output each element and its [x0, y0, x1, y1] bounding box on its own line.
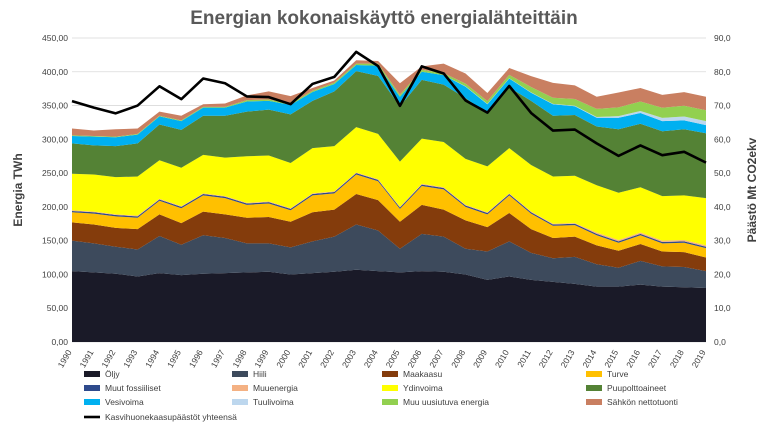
- x-tick-label: 1997: [209, 348, 227, 370]
- legend-label: Muuenergia: [253, 383, 298, 393]
- y2-tick-label: 50,0: [714, 168, 731, 178]
- legend-swatch: [382, 385, 398, 391]
- legend-label: Turve: [607, 369, 629, 379]
- emissions-line: [71, 50, 707, 164]
- legend-swatch: [382, 399, 398, 405]
- left-axis-ticks: 0,00 50,00 100,00 150,00 200,00 250,00 300,00 3…: [42, 33, 68, 347]
- x-tick-label: 2012: [537, 348, 555, 370]
- legend-swatch: [232, 371, 248, 377]
- y-axis-title: Energia TWh: [11, 153, 25, 226]
- x-tick-label: 1999: [252, 348, 270, 370]
- x-tick-label: 2007: [427, 348, 445, 370]
- legend-label: Kasvihuonekaasupäästöt yhteensä: [105, 412, 237, 422]
- emissions-line-group: [71, 50, 707, 164]
- y-tick-label: 50,00: [47, 303, 69, 313]
- x-tick-label: 1994: [143, 348, 161, 370]
- legend-label: Sähkön nettotuonti: [607, 397, 678, 407]
- legend-swatch: [586, 371, 602, 377]
- x-tick-label: 2010: [493, 348, 511, 370]
- legend-label: Maakaasu: [403, 369, 442, 379]
- legend-label: Öljy: [105, 369, 120, 379]
- legend-swatch: [232, 385, 248, 391]
- x-tick-label: 1995: [165, 348, 183, 370]
- legend-swatch: [586, 385, 602, 391]
- y-tick-label: 200,00: [42, 202, 68, 212]
- y2-tick-label: 70,0: [714, 101, 731, 111]
- y2-tick-label: 90,0: [714, 33, 731, 43]
- x-tick-label: 2013: [558, 348, 576, 370]
- area-oljy: [72, 269, 706, 342]
- x-tick-label: 2017: [646, 348, 664, 370]
- legend-swatch: [84, 385, 100, 391]
- y2-tick-label: 0,0: [714, 337, 726, 347]
- x-tick-label: 2015: [602, 348, 620, 370]
- x-tick-label: 2002: [318, 348, 336, 370]
- x-tick-label: 1991: [77, 348, 95, 370]
- x-tick-label: 2001: [296, 348, 314, 370]
- x-tick-label: 2009: [471, 348, 489, 370]
- chart-title: Energian kokonaiskäyttö energialähteittä…: [190, 8, 578, 29]
- legend-swatch: [84, 399, 100, 405]
- y2-tick-label: 60,0: [714, 134, 731, 144]
- x-tick-label: 2004: [362, 348, 380, 370]
- right-axis-ticks: 0,0 10,0 20,0 30,0 40,0 50,0 60,0 70,0 80,0 90,0: [714, 33, 731, 347]
- legend-label: Tuulivoima: [253, 397, 294, 407]
- x-tick-label: 2014: [580, 348, 598, 370]
- legend-label: Puupolttoaineet: [607, 383, 667, 393]
- y-tick-label: 450,00: [42, 33, 68, 43]
- legend-label: Muu uusiutuva energia: [403, 397, 489, 407]
- y2-axis-title: Päästö Mt CO2ekv: [745, 137, 759, 242]
- x-tick-label: 2019: [690, 348, 708, 370]
- legend-swatch: [84, 371, 100, 377]
- legend-label: Muut fossiiliset: [105, 383, 161, 393]
- x-tick-label: 2005: [384, 348, 402, 370]
- stacked-areas: [72, 60, 706, 342]
- x-tick-label: 1996: [187, 348, 205, 370]
- legend-label: Ydinvoima: [403, 383, 443, 393]
- x-tick-label: 2008: [449, 348, 467, 370]
- area-ydinvoima: [72, 127, 706, 246]
- legend-swatch: [232, 399, 248, 405]
- area-hiili: [72, 224, 706, 288]
- y-tick-label: 400,00: [42, 67, 68, 77]
- legend-label: Vesivoima: [105, 397, 144, 407]
- area-maakaasu: [72, 194, 706, 272]
- x-tick-label: 1993: [121, 348, 139, 370]
- y2-tick-label: 10,0: [714, 303, 731, 313]
- x-tick-label: 2018: [668, 348, 686, 370]
- area-puupolttoaineet: [72, 71, 706, 199]
- legend-swatch: [382, 371, 398, 377]
- y-tick-label: 0,00: [51, 337, 68, 347]
- y-tick-label: 300,00: [42, 134, 68, 144]
- y2-tick-label: 20,0: [714, 269, 731, 279]
- legend-label: Hiili: [253, 369, 267, 379]
- y-tick-label: 250,00: [42, 168, 68, 178]
- x-tick-label: 2006: [405, 348, 423, 370]
- legend-swatch: [586, 399, 602, 405]
- y2-tick-label: 40,0: [714, 202, 731, 212]
- y-tick-label: 100,00: [42, 269, 68, 279]
- y2-tick-label: 80,0: [714, 67, 731, 77]
- y-tick-label: 350,00: [42, 101, 68, 111]
- x-tick-label: 1992: [99, 348, 117, 370]
- area-sahkon-nettotuonti: [72, 60, 706, 137]
- x-tick-label: 2011: [515, 348, 533, 369]
- legend: Öljy Hiili Maakaasu Turve Muut fossiiliset Mu…: [84, 369, 678, 422]
- y2-tick-label: 30,0: [714, 236, 731, 246]
- x-axis-ticks: 1990 1991 1992 1993 1994 1995 1996 1997 1998 1999…: [56, 348, 708, 370]
- area-vesivoima: [72, 65, 706, 147]
- x-tick-label: 2016: [624, 348, 642, 370]
- y-tick-label: 150,00: [42, 236, 68, 246]
- x-tick-label: 2000: [274, 348, 292, 370]
- x-tick-label: 2003: [340, 348, 358, 370]
- x-tick-label: 1998: [231, 348, 249, 370]
- x-tick-label: 1990: [56, 348, 74, 370]
